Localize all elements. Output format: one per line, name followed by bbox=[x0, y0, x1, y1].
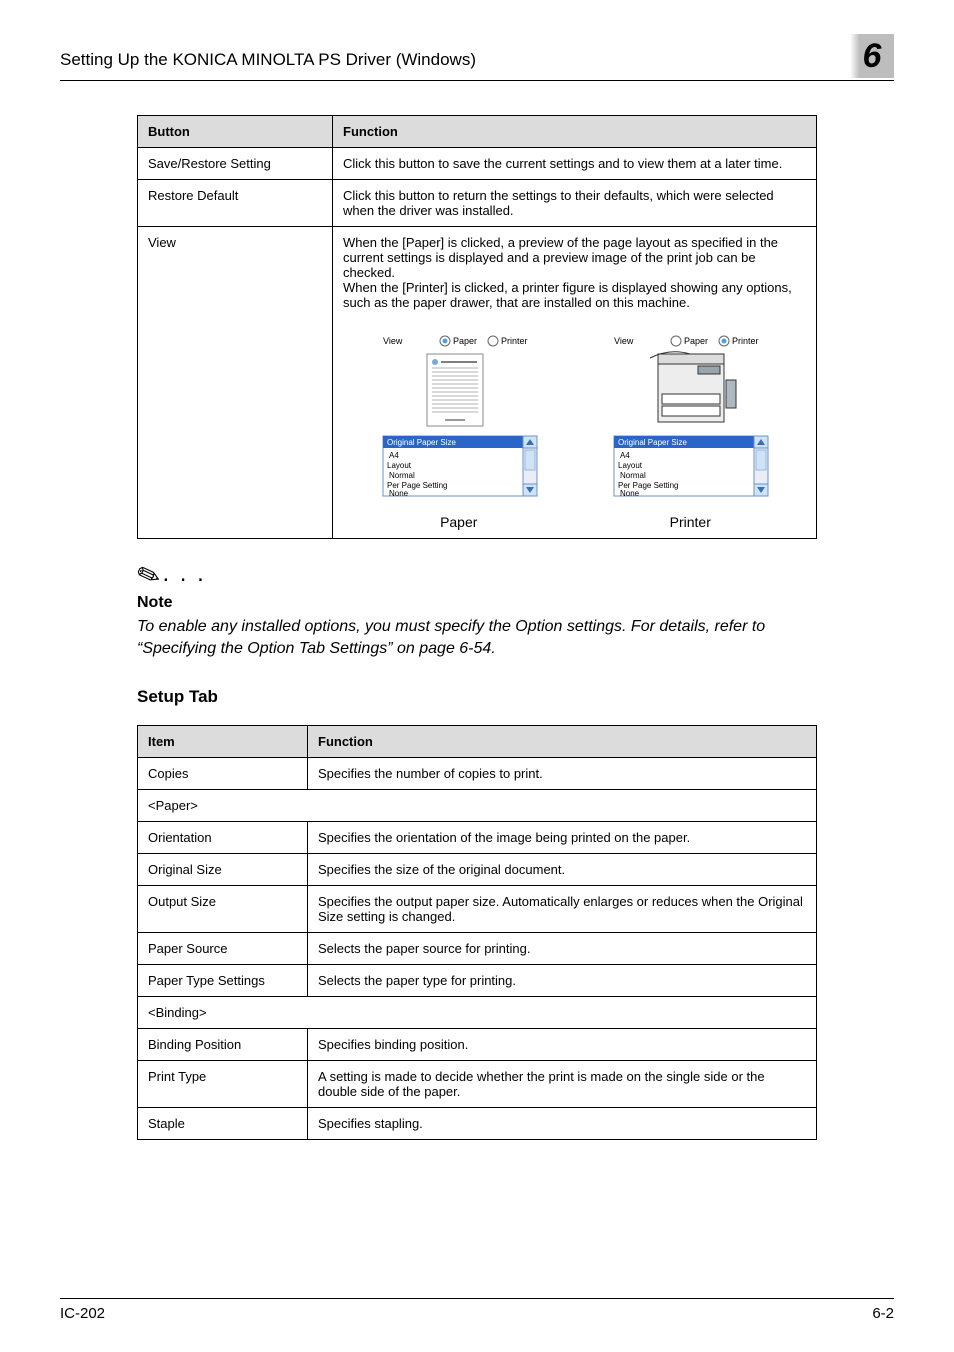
paper-thumb-block: View Paper Printer bbox=[379, 332, 539, 530]
footer-right: 6-2 bbox=[872, 1305, 894, 1322]
button-function-table: Button Function Save/Restore Setting Cli… bbox=[137, 115, 817, 539]
cell-item: Orientation bbox=[138, 822, 308, 854]
listbox-header: Original Paper Size bbox=[387, 438, 456, 447]
note-label: Note bbox=[137, 594, 817, 612]
cell-function: Specifies the size of the original docum… bbox=[308, 854, 817, 886]
listbox-header: Original Paper Size bbox=[618, 438, 687, 447]
thumb-label: View bbox=[383, 336, 403, 346]
cell-function: Specifies the output paper size. Automat… bbox=[308, 886, 817, 933]
note-block: ✎ . . . Note To enable any installed opt… bbox=[137, 559, 817, 659]
list-item: Layout bbox=[387, 461, 412, 470]
table-row: Restore Default Click this button to ret… bbox=[138, 180, 817, 227]
table-b-header-item: Item bbox=[138, 726, 308, 758]
radio-printer-label: Printer bbox=[732, 336, 759, 346]
cell-function: Selects the paper type for printing. bbox=[308, 965, 817, 997]
table-row: View When the [Paper] is clicked, a prev… bbox=[138, 227, 817, 539]
radio-paper-label: Paper bbox=[684, 336, 708, 346]
footer-left: IC-202 bbox=[60, 1305, 105, 1322]
table-row: Original Size Specifies the size of the … bbox=[138, 854, 817, 886]
table-a-header-button: Button bbox=[138, 116, 333, 148]
cell-function: Specifies binding position. bbox=[308, 1029, 817, 1061]
note-body: To enable any installed options, you mus… bbox=[137, 616, 817, 659]
group-row-binding: <Binding> bbox=[138, 997, 817, 1029]
cell-button: View bbox=[138, 227, 333, 539]
cell-button: Restore Default bbox=[138, 180, 333, 227]
thumb-label: View bbox=[614, 336, 634, 346]
cell-item: Paper Type Settings bbox=[138, 965, 308, 997]
table-row: Print Type A setting is made to decide w… bbox=[138, 1061, 817, 1108]
list-item: Normal bbox=[620, 471, 646, 480]
cell-item: Output Size bbox=[138, 886, 308, 933]
table-row: Paper Type Settings Selects the paper ty… bbox=[138, 965, 817, 997]
note-icon-row: ✎ . . . bbox=[137, 559, 817, 592]
list-item: Normal bbox=[389, 471, 415, 480]
view-thumbnails: View Paper Printer bbox=[343, 332, 806, 530]
radio-paper-label: Paper bbox=[453, 336, 477, 346]
cell-button: Save/Restore Setting bbox=[138, 148, 333, 180]
list-item: Layout bbox=[618, 461, 643, 470]
table-a-header-function: Function bbox=[333, 116, 817, 148]
list-item: None bbox=[389, 489, 409, 498]
group-label: <Paper> bbox=[138, 790, 817, 822]
view-description: When the [Paper] is clicked, a preview o… bbox=[343, 235, 806, 310]
cell-item: Print Type bbox=[138, 1061, 308, 1108]
cell-item: Staple bbox=[138, 1108, 308, 1140]
printer-caption: Printer bbox=[670, 514, 711, 530]
cell-function: Selects the paper source for printing. bbox=[308, 933, 817, 965]
cell-function: A setting is made to decide whether the … bbox=[308, 1061, 817, 1108]
cell-item: Original Size bbox=[138, 854, 308, 886]
header-title: Setting Up the KONICA MINOLTA PS Driver … bbox=[60, 50, 476, 70]
cell-function: Specifies stapling. bbox=[308, 1108, 817, 1140]
table-b-header-function: Function bbox=[308, 726, 817, 758]
cell-item: Paper Source bbox=[138, 933, 308, 965]
cell-function: Specifies the orientation of the image b… bbox=[308, 822, 817, 854]
list-item: A4 bbox=[620, 451, 630, 460]
cell-function: Specifies the number of copies to print. bbox=[308, 758, 817, 790]
printer-preview-illustration: View Paper Printer bbox=[610, 332, 770, 502]
list-item: None bbox=[620, 489, 640, 498]
table-row: Staple Specifies stapling. bbox=[138, 1108, 817, 1140]
table-row: Paper Source Selects the paper source fo… bbox=[138, 933, 817, 965]
table-row: Binding Position Specifies binding posit… bbox=[138, 1029, 817, 1061]
group-label: <Binding> bbox=[138, 997, 817, 1029]
setup-tab-table: Item Function Copies Specifies the numbe… bbox=[137, 725, 817, 1140]
cell-item: Binding Position bbox=[138, 1029, 308, 1061]
cell-item: Copies bbox=[138, 758, 308, 790]
hand-writing-icon: ✎ bbox=[132, 556, 165, 595]
paper-preview-illustration: View Paper Printer bbox=[379, 332, 539, 502]
list-item: A4 bbox=[389, 451, 399, 460]
cell-function: Click this button to return the settings… bbox=[333, 180, 817, 227]
ellipsis-icon: . . . bbox=[162, 560, 205, 588]
group-row-paper: <Paper> bbox=[138, 790, 817, 822]
cell-function: Click this button to save the current se… bbox=[333, 148, 817, 180]
radio-printer-label: Printer bbox=[501, 336, 528, 346]
table-row: Orientation Specifies the orientation of… bbox=[138, 822, 817, 854]
printer-thumb-block: View Paper Printer bbox=[610, 332, 770, 530]
page-header: Setting Up the KONICA MINOLTA PS Driver … bbox=[60, 42, 894, 81]
cell-function-view: When the [Paper] is clicked, a preview o… bbox=[333, 227, 817, 539]
table-row: Save/Restore Setting Click this button t… bbox=[138, 148, 817, 180]
table-row: Copies Specifies the number of copies to… bbox=[138, 758, 817, 790]
chapter-number-box: 6 bbox=[850, 34, 894, 78]
table-row: Output Size Specifies the output paper s… bbox=[138, 886, 817, 933]
setup-tab-heading: Setup Tab bbox=[137, 687, 817, 707]
page-footer: IC-202 6-2 bbox=[60, 1298, 894, 1322]
paper-caption: Paper bbox=[440, 514, 477, 530]
